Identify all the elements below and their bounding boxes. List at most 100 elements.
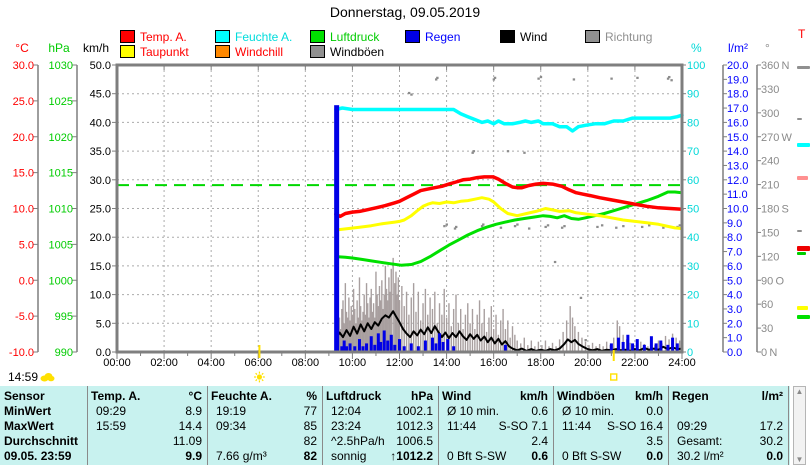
- svg-text:13.0: 13.0: [727, 160, 748, 172]
- axis-hpa: hPa 1030 1025 1020 1015 1010 1005 1000 995 990: [48, 41, 78, 359]
- table-cell-info: 19:19: [216, 404, 247, 418]
- svg-text:14:00: 14:00: [433, 357, 461, 369]
- table-column-separator: [322, 386, 323, 465]
- legend-swatch: [310, 45, 325, 58]
- table-cell-info: 11:44: [562, 419, 592, 433]
- table-row-label: MaxWert: [4, 419, 54, 433]
- svg-text:30.0: 30.0: [90, 175, 111, 187]
- table-cell-value: 0.6: [531, 404, 548, 418]
- svg-text:-10.0: -10.0: [9, 347, 34, 359]
- sunrise-icon: [254, 371, 265, 383]
- status-time: 14:59: [8, 370, 39, 384]
- svg-text:-5.0: -5.0: [15, 311, 34, 323]
- weather-day-chart: °C 30.0 25.0 20.0 15.0 10.0 5.0 0.0 -5.0 -10.0 hPa…: [9, 27, 810, 383]
- table-sensor-unit: %: [306, 389, 317, 403]
- legend-item-temp-a-: Temp. A.: [120, 30, 187, 44]
- svg-text:6.0: 6.0: [727, 261, 742, 273]
- scrollbar-down-icon[interactable]: ▼: [795, 455, 804, 464]
- legend-swatch: [120, 30, 135, 43]
- svg-text:0 N: 0 N: [761, 347, 777, 359]
- table-sensor-unit: hPa: [410, 389, 433, 403]
- table-cell-value: 11.09: [172, 434, 202, 448]
- svg-text:80: 80: [687, 117, 699, 129]
- svg-text:12:00: 12:00: [386, 357, 414, 369]
- svg-text:50.0: 50.0: [90, 60, 111, 72]
- table-row-label: Sensor: [4, 389, 45, 403]
- svg-text:300: 300: [761, 108, 779, 120]
- svg-text:990: 990: [55, 347, 73, 359]
- svg-text:T: T: [798, 27, 806, 41]
- svg-text:19.0: 19.0: [727, 74, 748, 86]
- axis-lm2: l/m² 20.0 19.0 18.0 17.0 16.0 15.0 14.0 13.0 12.0…: [722, 41, 748, 359]
- series-windb-en: [335, 257, 683, 352]
- svg-text:17.0: 17.0: [727, 103, 748, 115]
- svg-text:16:00: 16:00: [480, 357, 508, 369]
- svg-text:360 N: 360 N: [761, 60, 790, 72]
- axis-deg: ° 360 N 330 300 270 W 240 210 180 S 150 120 90 O 60…: [756, 41, 793, 359]
- svg-text:10.0: 10.0: [13, 204, 34, 216]
- table-cell-value: 8.9: [185, 404, 202, 418]
- legend-swatch: [310, 30, 325, 43]
- svg-text:1000: 1000: [49, 275, 73, 287]
- svg-text:150: 150: [761, 227, 779, 239]
- table-cell-value: 1002.1: [396, 404, 433, 418]
- legend-item-wind: Wind: [500, 30, 547, 44]
- svg-text:10: 10: [687, 318, 699, 330]
- table-sensor-unit: l/m²: [761, 389, 783, 403]
- legend-swatch: [215, 30, 230, 43]
- svg-text:1025: 1025: [49, 96, 73, 108]
- legend-item-richtung: Richtung: [585, 30, 652, 44]
- svg-text:10:00: 10:00: [339, 357, 367, 369]
- svg-text:08:00: 08:00: [292, 357, 320, 369]
- legend-label: Taupunkt: [140, 44, 189, 59]
- svg-text:15.0: 15.0: [727, 132, 748, 144]
- table-sensor-name: Luftdruck: [326, 389, 382, 403]
- svg-text:18.0: 18.0: [727, 89, 748, 101]
- scrollbar-up-icon[interactable]: ▲: [795, 387, 804, 396]
- table-sensor-unit: km/h: [519, 389, 548, 403]
- svg-text:12.0: 12.0: [727, 175, 748, 187]
- svg-text:100: 100: [687, 60, 705, 72]
- legend-swatch: [120, 45, 135, 58]
- svg-text:120: 120: [761, 251, 779, 263]
- svg-text:210: 210: [761, 180, 779, 192]
- table-cell-value: 14.4: [178, 419, 202, 433]
- legend-item-windchill: Windchill: [215, 45, 283, 59]
- svg-text:1.0: 1.0: [727, 333, 742, 345]
- table-sensor-name: Temp. A.: [91, 389, 141, 403]
- svg-text:25.0: 25.0: [90, 204, 111, 216]
- svg-text:270 W: 270 W: [761, 132, 793, 144]
- svg-text:0.0: 0.0: [19, 275, 34, 287]
- table-scrollbar[interactable]: ▲ ▼: [793, 386, 806, 465]
- table-cell-value: S-SO 7.1: [498, 419, 548, 433]
- svg-text:0.0: 0.0: [96, 347, 111, 359]
- svg-text:50: 50: [687, 204, 699, 216]
- series-luftdruck: [334, 190, 684, 267]
- table-cell-value: 30.2: [759, 434, 783, 448]
- table-column-separator: [553, 386, 554, 465]
- svg-text:hPa: hPa: [48, 41, 70, 55]
- page-title: Donnerstag, 09.05.2019: [329, 4, 481, 20]
- svg-text:04:00: 04:00: [197, 357, 225, 369]
- svg-text:45.0: 45.0: [90, 89, 111, 101]
- legend-swatch: [215, 45, 230, 58]
- svg-text:16.0: 16.0: [727, 117, 748, 129]
- svg-text:20.0: 20.0: [13, 132, 34, 144]
- svg-text:1010: 1010: [49, 204, 73, 216]
- svg-text:15.0: 15.0: [90, 261, 111, 273]
- svg-text:1020: 1020: [49, 132, 73, 144]
- svg-text:20: 20: [687, 290, 699, 302]
- table-sensor-name: Wind: [442, 389, 472, 403]
- table-sensor-unit: °C: [188, 389, 202, 403]
- axis-temp: °C 30.0 25.0 20.0 15.0 10.0 5.0 0.0 -5.0 -10.0: [9, 41, 39, 359]
- table-cell-value: 1006.5: [396, 434, 433, 448]
- legend-item-regen: Regen: [405, 30, 460, 44]
- table-cell-info: Gesamt:: [677, 434, 723, 448]
- legend-item-taupunkt: Taupunkt: [120, 44, 189, 59]
- svg-text:35.0: 35.0: [90, 146, 111, 158]
- right-value-markers: T: [797, 27, 810, 319]
- table-column-separator: [207, 386, 208, 465]
- svg-text:20.0: 20.0: [727, 60, 748, 72]
